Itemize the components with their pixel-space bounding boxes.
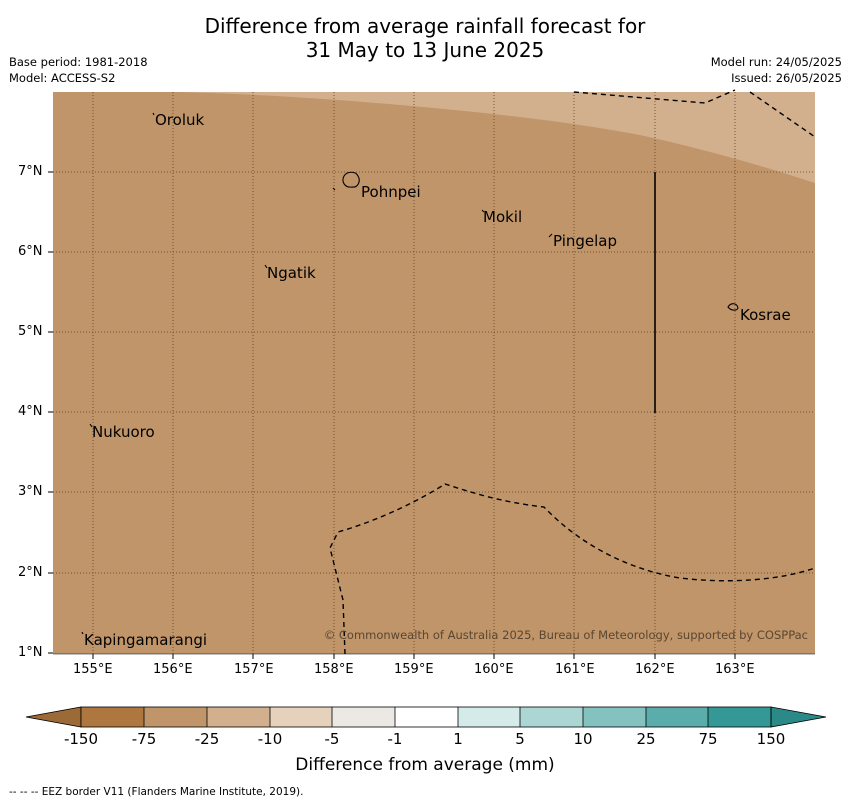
lon-label: 157°E: [234, 662, 274, 677]
base-period-text: Base period: 1981-2018: [9, 55, 148, 69]
lon-label: 156°E: [153, 662, 193, 677]
colorbar-bin: [395, 707, 458, 727]
issued-text: Issued: 26/05/2025: [731, 71, 842, 85]
mokil-islet: [481, 209, 485, 213]
map-panel: [53, 92, 815, 654]
colorbar-end-low: [25, 706, 82, 728]
copyright-text: © Commonwealth of Australia 2025, Bureau…: [323, 628, 808, 642]
axis-ticks: [48, 171, 736, 659]
eez-borders: [329, 89, 816, 655]
lat-label: 7°N: [18, 164, 43, 179]
eez-border-northeast: [749, 91, 816, 138]
lon-label: 160°E: [474, 662, 514, 677]
place-label-oroluk: Oroluk: [155, 111, 205, 129]
colorbar-bin: [458, 707, 520, 727]
colorbar: [25, 706, 827, 728]
eez-border-south: [329, 483, 816, 655]
colorbar-label: 1: [453, 730, 463, 748]
colorbar-bin: [81, 707, 144, 727]
colorbar-label: -25: [194, 730, 220, 748]
place-label-nukuoro: Nukuoro: [92, 423, 155, 441]
colorbar-frame: [80, 706, 772, 728]
lon-label: 161°E: [555, 662, 595, 677]
model-run-text: Model run: 24/05/2025: [710, 55, 842, 69]
colorbar-label: -5: [324, 730, 340, 748]
place-label-pingelap: Pingelap: [553, 232, 618, 250]
colorbar-label: 5: [515, 730, 525, 748]
place-label-mokil: Mokil: [483, 208, 523, 226]
place-label-kapingamarangi: Kapingamarangi: [84, 631, 208, 649]
model-text: Model: ACCESS-S2: [9, 71, 116, 85]
place-label-ngatik: Ngatik: [267, 264, 316, 282]
lon-label: 159°E: [394, 662, 434, 677]
chart-title-line1: Difference from average rainfall forecas…: [204, 14, 646, 38]
pingelap-islet: [548, 233, 553, 238]
kapingamarangi-islet: [81, 631, 84, 635]
place-label-kosrae: Kosrae: [740, 306, 791, 324]
colorbar-bin: [583, 707, 646, 727]
gridlines: [53, 92, 815, 654]
eez-footnote: -- -- -- EEZ border V11 (Flanders Marine…: [9, 786, 304, 798]
lat-label: 5°N: [18, 324, 43, 339]
colorbar-bin: [708, 707, 771, 727]
colorbar-label: 25: [636, 730, 656, 748]
rainfall-background: [53, 92, 815, 654]
islands: [81, 112, 739, 635]
kosrae-island: [727, 303, 739, 311]
lon-label: 158°E: [314, 662, 354, 677]
colorbar-end-high: [770, 706, 827, 728]
colorbar-label: 75: [698, 730, 718, 748]
colorbar-bin: [520, 707, 583, 727]
colorbar-bin: [270, 707, 332, 727]
place-label-pohnpei: Pohnpei: [361, 183, 421, 201]
rainfall-light-zone: [180, 92, 815, 183]
chart-title-line2: 31 May to 13 June 2025: [305, 38, 545, 62]
colorbar-label: 10: [573, 730, 593, 748]
colorbar-bin: [207, 707, 270, 727]
lon-label: 162°E: [635, 662, 675, 677]
colorbar-label: -75: [131, 730, 157, 748]
lat-label: 1°N: [18, 645, 43, 660]
pohnpei-island: [342, 171, 360, 188]
lon-label: 163°E: [715, 662, 755, 677]
lat-label: 3°N: [18, 484, 43, 499]
colorbar-label: -150: [63, 730, 99, 748]
lon-label: 155°E: [73, 662, 113, 677]
eez-border-north: [573, 89, 736, 104]
colorbar-label: -1: [387, 730, 403, 748]
lat-label: 6°N: [18, 244, 43, 259]
colorbar-title: Difference from average (mm): [295, 755, 555, 775]
colorbar-label: 150: [756, 730, 786, 748]
ngatik-islet: [264, 264, 268, 269]
colorbar-bin: [332, 707, 395, 727]
islet: [332, 187, 336, 191]
colorbar-bin: [144, 707, 207, 727]
colorbar-bin: [646, 707, 708, 727]
nukuoro-islet: [89, 423, 93, 428]
oroluk-islet: [152, 112, 155, 116]
lat-label: 4°N: [18, 404, 43, 419]
colorbar-label: -10: [257, 730, 283, 748]
lat-label: 2°N: [18, 565, 43, 580]
